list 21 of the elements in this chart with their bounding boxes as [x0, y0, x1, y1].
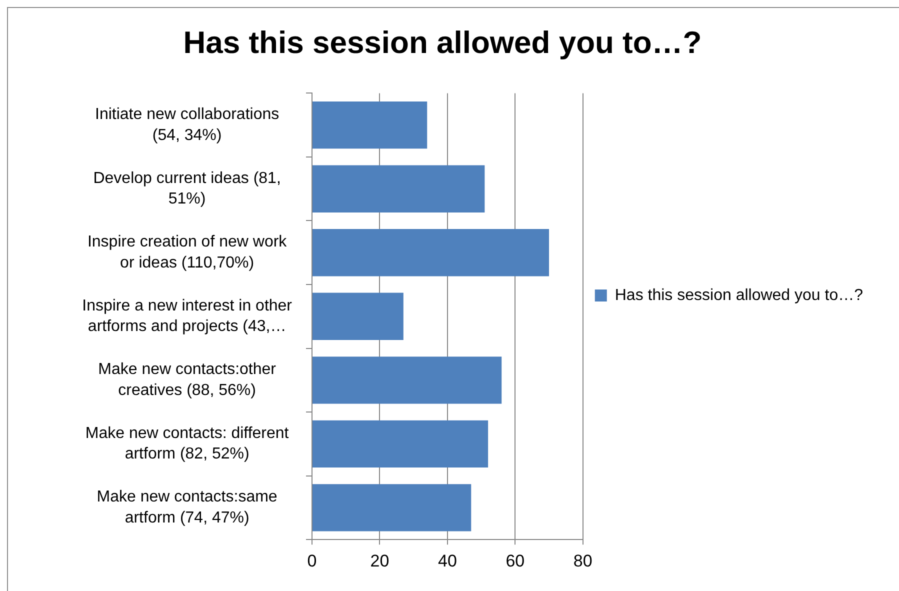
chart-title: Has this session allowed you to…? — [183, 25, 702, 60]
x-tick-label: 40 — [438, 551, 457, 570]
bar — [312, 292, 404, 340]
y-tick-label: Make new contacts:other creatives (88, 56%) — [98, 361, 277, 399]
y-tick-label: Inspire creation of new work or ideas (110,70%) — [87, 234, 288, 272]
y-tick-label: Develop current ideas (81, 51%) — [93, 170, 281, 208]
y-tick-label: Inspire a new interest in other artforms and projects (43,… — [82, 297, 293, 336]
legend-label: Has this session allowed you to…? — [614, 286, 864, 304]
bar — [312, 420, 488, 468]
bar — [312, 165, 485, 212]
x-tick-label: 0 — [307, 551, 317, 570]
x-tick-label: 80 — [573, 551, 592, 570]
x-tick-label: 20 — [370, 551, 390, 570]
x-tick-label: 60 — [506, 551, 525, 570]
y-tick-label: Make new contacts:same artform (74, 47%) — [96, 488, 278, 527]
y-tick-label: Make new contacts: different artform (82, 52%) — [85, 424, 290, 463]
y-tick-label: Initiate new collaborations (54, 34%) — [95, 106, 280, 144]
bar — [312, 484, 472, 532]
bar — [312, 229, 550, 276]
bar — [312, 356, 502, 404]
bar — [312, 101, 428, 149]
